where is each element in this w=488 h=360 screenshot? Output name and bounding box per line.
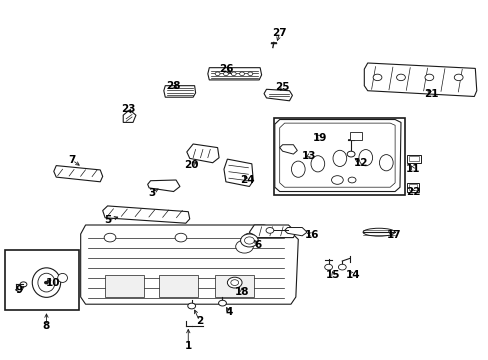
Polygon shape <box>264 89 292 101</box>
Circle shape <box>239 72 244 76</box>
Text: 19: 19 <box>312 132 327 143</box>
Text: 25: 25 <box>275 82 289 92</box>
Text: 21: 21 <box>423 89 438 99</box>
Text: 15: 15 <box>325 270 340 280</box>
Polygon shape <box>207 68 261 80</box>
Circle shape <box>424 74 433 81</box>
Circle shape <box>240 234 258 247</box>
Bar <box>159 275 198 297</box>
Polygon shape <box>364 63 476 96</box>
Circle shape <box>235 240 253 253</box>
Circle shape <box>265 228 273 233</box>
Text: 8: 8 <box>43 321 50 331</box>
Polygon shape <box>81 225 298 304</box>
Circle shape <box>331 176 343 184</box>
Circle shape <box>243 233 255 242</box>
Polygon shape <box>279 145 297 154</box>
Ellipse shape <box>310 156 324 172</box>
Ellipse shape <box>58 274 67 282</box>
Circle shape <box>187 303 195 309</box>
Circle shape <box>218 300 226 306</box>
Circle shape <box>227 277 242 288</box>
Text: 14: 14 <box>345 270 360 280</box>
Polygon shape <box>224 159 253 186</box>
Text: 11: 11 <box>405 164 420 174</box>
Bar <box>406 155 420 163</box>
Polygon shape <box>249 225 295 238</box>
Text: 16: 16 <box>304 230 319 240</box>
Circle shape <box>175 233 186 242</box>
Text: 7: 7 <box>68 155 76 165</box>
Polygon shape <box>123 110 136 122</box>
Circle shape <box>396 74 405 81</box>
Polygon shape <box>295 127 320 138</box>
Ellipse shape <box>379 154 392 171</box>
Circle shape <box>347 177 355 183</box>
Text: 23: 23 <box>121 104 135 114</box>
Text: 24: 24 <box>239 175 254 185</box>
Text: 18: 18 <box>234 287 249 297</box>
Text: 9: 9 <box>16 285 23 295</box>
Polygon shape <box>284 228 306 236</box>
Polygon shape <box>54 166 102 182</box>
Polygon shape <box>163 86 195 97</box>
Circle shape <box>372 74 381 81</box>
Text: 12: 12 <box>353 158 367 168</box>
Text: 26: 26 <box>218 64 233 74</box>
Text: 10: 10 <box>45 278 60 288</box>
Circle shape <box>338 264 346 270</box>
Bar <box>408 184 416 190</box>
Polygon shape <box>186 144 219 163</box>
Bar <box>273 118 404 195</box>
Text: 5: 5 <box>104 215 111 225</box>
Circle shape <box>453 74 462 81</box>
Bar <box>215 275 254 297</box>
Circle shape <box>247 72 252 76</box>
Text: 20: 20 <box>184 160 199 170</box>
Bar <box>406 183 418 192</box>
Text: 2: 2 <box>196 316 203 326</box>
Text: 6: 6 <box>254 240 261 250</box>
Polygon shape <box>274 120 400 192</box>
Text: 1: 1 <box>184 341 191 351</box>
Ellipse shape <box>32 268 61 297</box>
Ellipse shape <box>362 228 394 236</box>
Bar <box>5 250 79 310</box>
Bar <box>349 132 361 140</box>
Text: 28: 28 <box>166 81 181 91</box>
Circle shape <box>223 72 228 76</box>
Ellipse shape <box>358 150 372 166</box>
Polygon shape <box>147 180 180 192</box>
Text: 22: 22 <box>405 186 420 197</box>
Circle shape <box>231 72 236 76</box>
Circle shape <box>104 233 116 242</box>
Ellipse shape <box>291 161 305 177</box>
Text: 27: 27 <box>272 28 286 38</box>
Circle shape <box>324 264 332 270</box>
Polygon shape <box>102 206 189 223</box>
Bar <box>408 156 418 161</box>
Text: 13: 13 <box>301 150 316 161</box>
Circle shape <box>346 151 354 157</box>
Circle shape <box>215 72 220 76</box>
Text: 4: 4 <box>224 307 232 317</box>
Bar <box>105 275 144 297</box>
Text: 17: 17 <box>386 230 400 240</box>
Circle shape <box>44 281 49 284</box>
Text: 3: 3 <box>148 188 155 198</box>
Ellipse shape <box>332 150 346 166</box>
